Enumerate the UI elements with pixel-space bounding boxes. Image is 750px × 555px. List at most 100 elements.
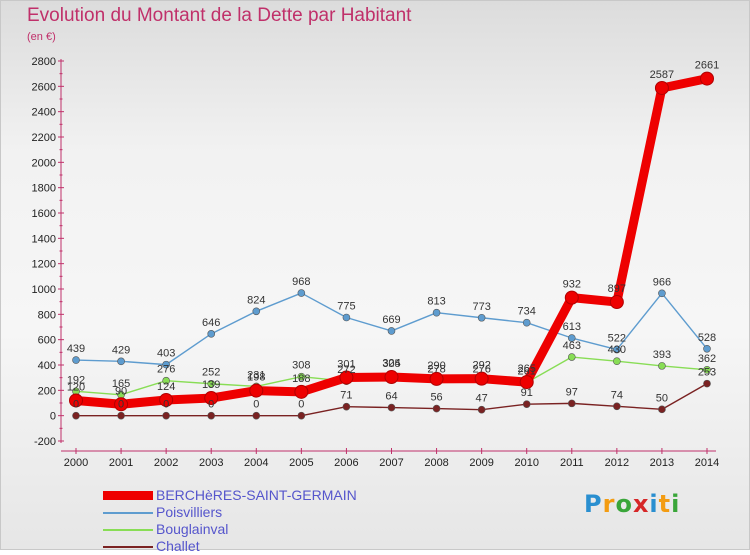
data-label-0: 120 xyxy=(67,381,85,393)
data-label-2: 192 xyxy=(67,374,85,386)
data-label-1: 824 xyxy=(247,294,265,306)
data-label-2: 324 xyxy=(382,358,400,370)
data-label-3: 0 xyxy=(73,399,79,411)
y-tick-label: 200 xyxy=(38,385,56,397)
data-label-1: 429 xyxy=(112,344,130,356)
series-point-3 xyxy=(207,411,216,420)
data-label-1: 773 xyxy=(472,301,490,313)
data-label-3: 0 xyxy=(163,399,169,411)
data-label-3: 91 xyxy=(521,387,533,399)
x-tick-label: 2014 xyxy=(695,457,719,469)
series-point-0 xyxy=(609,295,624,310)
data-label-2: 261 xyxy=(518,366,536,378)
data-label-1: 646 xyxy=(202,317,220,329)
series-point-1 xyxy=(162,360,170,369)
logo-letter: t xyxy=(658,490,672,518)
data-label-2: 272 xyxy=(337,364,355,376)
data-label-2: 308 xyxy=(292,360,310,372)
data-label-2: 430 xyxy=(608,344,626,356)
x-tick-label: 2007 xyxy=(379,457,403,469)
series-point-3 xyxy=(658,405,666,414)
data-label-0: 265 xyxy=(518,363,536,375)
logo-letter: i xyxy=(671,490,681,518)
series-point-2 xyxy=(658,362,666,370)
series-point-0 xyxy=(654,80,669,95)
data-label-1: 966 xyxy=(653,276,671,288)
legend-label-0: BERCHèRES-SAINT-GERMAIN xyxy=(156,487,357,503)
x-tick-label: 2012 xyxy=(605,457,629,469)
series-point-2 xyxy=(207,379,216,388)
logo-letter: i xyxy=(649,490,659,518)
x-tick-label: 2000 xyxy=(64,457,88,469)
data-label-0: 305 xyxy=(382,358,400,370)
data-label-2: 252 xyxy=(202,367,220,379)
logo-letter: o xyxy=(615,490,633,518)
series-point-3 xyxy=(613,402,621,411)
data-label-3: 97 xyxy=(566,386,578,398)
data-label-3: 0 xyxy=(118,399,124,411)
series-point-1 xyxy=(252,307,261,316)
series-point-1 xyxy=(387,327,396,335)
y-tick-label: 1200 xyxy=(32,259,56,271)
series-point-3 xyxy=(477,405,486,414)
data-label-0: 2661 xyxy=(695,60,719,72)
x-tick-label: 2005 xyxy=(289,457,313,469)
series-point-0 xyxy=(339,370,354,385)
legend-swatch-2 xyxy=(103,529,153,531)
data-label-2: 362 xyxy=(698,353,716,365)
data-label-2: 463 xyxy=(563,340,581,352)
data-label-0: 188 xyxy=(292,373,310,385)
y-tick-label: 400 xyxy=(38,360,56,372)
data-label-0: 198 xyxy=(247,372,265,384)
series-point-0 xyxy=(429,371,444,386)
series-point-2 xyxy=(162,376,170,385)
y-tick-label: 2000 xyxy=(32,157,56,169)
series-point-3 xyxy=(297,411,306,420)
series-point-3 xyxy=(342,402,351,411)
series-point-0 xyxy=(384,370,399,385)
series-point-1 xyxy=(297,289,306,297)
series-point-1 xyxy=(207,330,216,338)
x-tick-label: 2011 xyxy=(560,457,584,469)
data-label-2: 276 xyxy=(472,364,490,376)
data-label-1: 669 xyxy=(382,314,400,326)
data-label-0: 124 xyxy=(157,381,175,393)
data-label-0: 2587 xyxy=(650,69,674,81)
series-point-3 xyxy=(72,411,80,420)
series-point-1 xyxy=(117,357,125,366)
series-point-3 xyxy=(432,404,441,413)
x-tick-label: 2002 xyxy=(154,457,178,469)
data-label-0: 932 xyxy=(563,279,581,291)
y-tick-label: -200 xyxy=(34,436,56,448)
series-point-1 xyxy=(72,356,80,364)
data-label-2: 165 xyxy=(112,378,130,390)
series-point-0 xyxy=(249,383,264,398)
series-point-2 xyxy=(297,372,306,381)
x-tick-label: 2003 xyxy=(199,457,223,469)
x-tick-label: 2004 xyxy=(244,457,268,469)
logo-letter: r xyxy=(602,490,616,518)
data-label-0: 290 xyxy=(427,360,445,372)
x-tick-label: 2008 xyxy=(424,457,448,469)
series-point-0 xyxy=(294,384,309,399)
data-label-1: 613 xyxy=(563,321,581,333)
y-tick-label: 1000 xyxy=(32,284,56,296)
data-label-1: 813 xyxy=(427,296,445,308)
data-label-3: 0 xyxy=(298,399,304,411)
series-point-0 xyxy=(69,393,83,408)
series-point-0 xyxy=(474,371,489,386)
x-tick-label: 2001 xyxy=(109,457,133,469)
data-label-0: 292 xyxy=(472,360,490,372)
data-label-2: 231 xyxy=(247,369,265,381)
data-label-3: 47 xyxy=(476,393,488,405)
chart-title: Evolution du Montant de la Dette par Hab… xyxy=(27,5,412,26)
series-point-1 xyxy=(522,318,531,327)
y-tick-label: 2200 xyxy=(32,132,56,144)
series-point-0 xyxy=(114,397,129,412)
legend-swatch-0 xyxy=(103,491,153,500)
series-point-2 xyxy=(613,357,621,366)
data-label-1: 734 xyxy=(518,306,536,318)
series-point-3 xyxy=(162,411,170,420)
series-point-0 xyxy=(564,290,579,305)
